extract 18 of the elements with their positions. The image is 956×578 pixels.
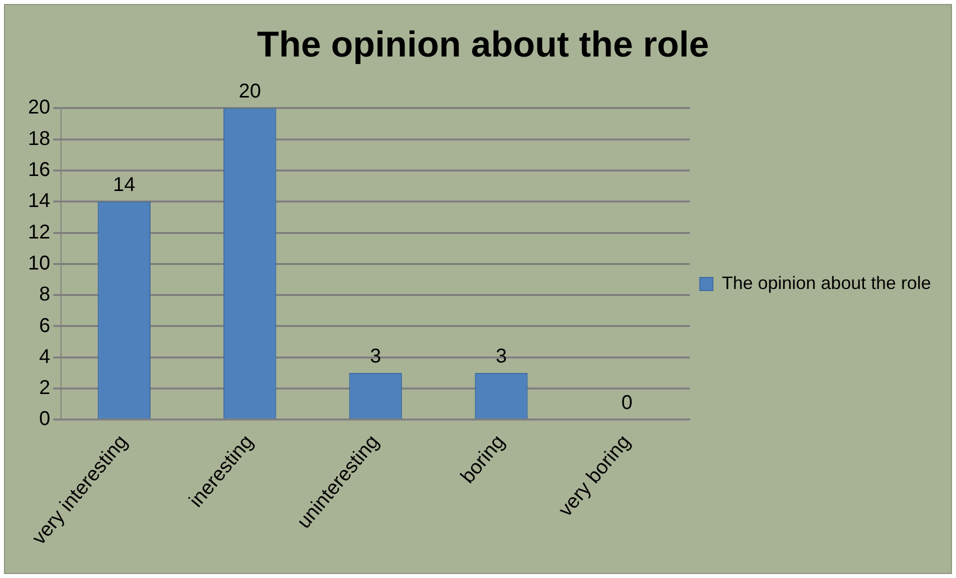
chart-title: The opinion about the role [257, 24, 709, 65]
y-tick-label: 8 [39, 284, 50, 306]
y-tick-label: 10 [28, 252, 50, 274]
y-tick-label: 6 [39, 314, 50, 337]
y-tick-label: 14 [28, 190, 50, 212]
legend-label: The opinion about the role [722, 272, 932, 293]
y-tick-label: 4 [39, 346, 50, 368]
y-tick-label: 16 [28, 159, 50, 182]
data-label: 0 [621, 392, 633, 414]
y-tick-label: 12 [28, 221, 50, 244]
y-tick-label: 20 [28, 96, 50, 119]
data-label: 20 [238, 80, 261, 103]
y-tick-label: 0 [39, 408, 50, 430]
data-label: 14 [112, 174, 136, 196]
y-tick-label: 2 [39, 377, 50, 400]
y-tick-label: 18 [28, 128, 50, 150]
data-label: 3 [496, 345, 507, 368]
data-label: 3 [370, 345, 382, 368]
